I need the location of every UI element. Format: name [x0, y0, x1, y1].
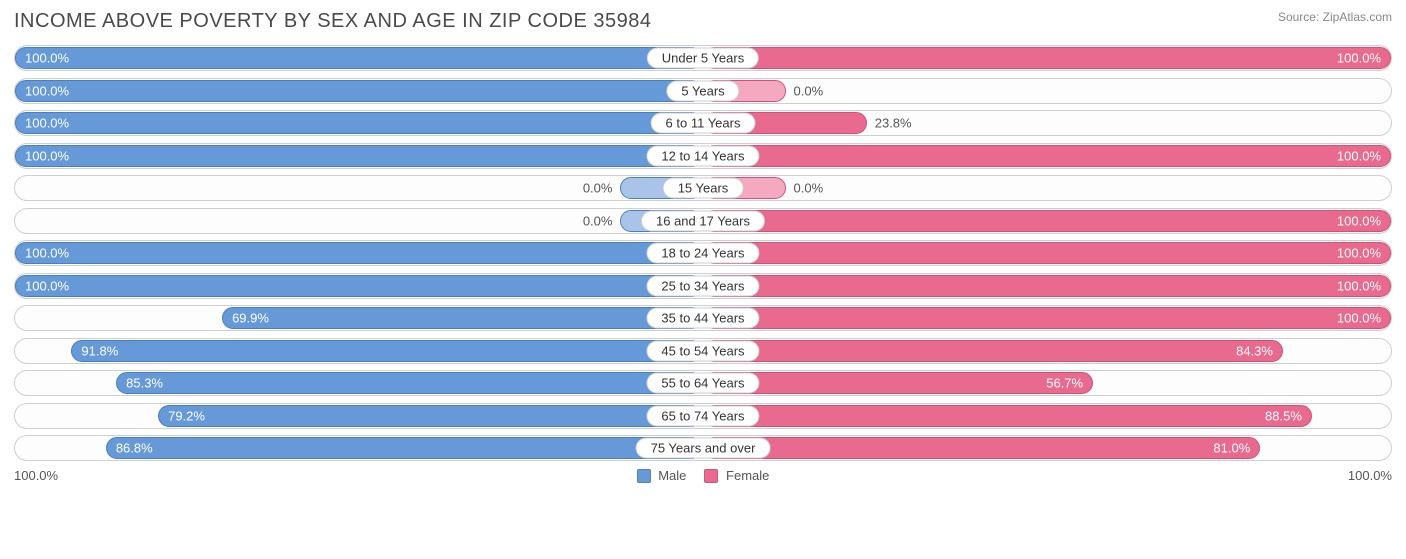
- chart-row: 100.0% 0.0% 5 Years: [14, 78, 1392, 104]
- category-label: 15 Years: [663, 178, 744, 199]
- legend-male-label: Male: [658, 468, 686, 483]
- male-bar: [116, 372, 703, 394]
- male-value: 100.0%: [25, 51, 69, 66]
- chart-row: 0.0% 0.0% 15 Years: [14, 175, 1392, 201]
- male-value: 85.3%: [126, 376, 163, 391]
- category-label: 25 to 34 Years: [646, 275, 759, 296]
- female-bar: [703, 47, 1391, 69]
- male-value: 0.0%: [583, 213, 613, 228]
- female-value: 23.8%: [875, 116, 912, 131]
- chart-footer: 100.0% Male Female 100.0%: [14, 468, 1392, 484]
- chart-row: 100.0% 100.0% 12 to 14 Years: [14, 143, 1392, 169]
- chart-row: 69.9% 100.0% 35 to 44 Years: [14, 305, 1392, 331]
- female-bar: [703, 145, 1391, 167]
- chart-row: 100.0% 100.0% 18 to 24 Years: [14, 240, 1392, 266]
- male-bar: [15, 47, 703, 69]
- chart-row: 85.3% 56.7% 55 to 64 Years: [14, 370, 1392, 396]
- chart-area: 100.0% 100.0% Under 5 Years 100.0% 0.0% 5 Yea…: [14, 45, 1392, 461]
- male-bar: [15, 145, 703, 167]
- male-bar: [106, 437, 703, 459]
- female-value: 0.0%: [794, 181, 824, 196]
- female-value: 100.0%: [1337, 246, 1381, 261]
- female-bar: [703, 437, 1260, 459]
- category-label: 35 to 44 Years: [646, 308, 759, 329]
- female-value: 100.0%: [1337, 311, 1381, 326]
- chart-row: 91.8% 84.3% 45 to 54 Years: [14, 338, 1392, 364]
- legend-female-label: Female: [726, 468, 769, 483]
- male-value: 100.0%: [25, 278, 69, 293]
- category-label: 16 and 17 Years: [641, 210, 765, 231]
- category-label: 65 to 74 Years: [646, 405, 759, 426]
- male-bar: [15, 80, 703, 102]
- male-value: 79.2%: [168, 408, 205, 423]
- male-value: 100.0%: [25, 246, 69, 261]
- male-value: 86.8%: [116, 441, 153, 456]
- category-label: 12 to 14 Years: [646, 145, 759, 166]
- axis-right-label: 100.0%: [1348, 468, 1392, 483]
- male-value: 100.0%: [25, 116, 69, 131]
- male-swatch-icon: [637, 469, 651, 483]
- chart-source: Source: ZipAtlas.com: [1278, 10, 1392, 24]
- female-bar: [703, 275, 1391, 297]
- female-bar: [703, 210, 1391, 232]
- female-value: 56.7%: [1046, 376, 1083, 391]
- category-label: Under 5 Years: [647, 48, 759, 69]
- category-label: 5 Years: [666, 80, 739, 101]
- legend-male: Male: [637, 468, 687, 484]
- female-value: 100.0%: [1337, 51, 1381, 66]
- category-label: 45 to 54 Years: [646, 340, 759, 361]
- legend-female: Female: [704, 468, 769, 484]
- male-bar: [15, 242, 703, 264]
- female-swatch-icon: [704, 469, 718, 483]
- category-label: 6 to 11 Years: [651, 113, 756, 134]
- male-bar: [15, 275, 703, 297]
- female-value: 100.0%: [1337, 213, 1381, 228]
- female-bar: [703, 372, 1093, 394]
- category-label: 75 Years and over: [636, 438, 771, 459]
- axis-left-label: 100.0%: [14, 468, 58, 483]
- female-bar: [703, 242, 1391, 264]
- male-bar: [158, 405, 703, 427]
- female-value: 100.0%: [1337, 148, 1381, 163]
- female-value: 81.0%: [1213, 441, 1250, 456]
- female-value: 88.5%: [1265, 408, 1302, 423]
- male-bar: [71, 340, 703, 362]
- male-value: 91.8%: [81, 343, 118, 358]
- chart-header: INCOME ABOVE POVERTY BY SEX AND AGE IN Z…: [14, 10, 1392, 33]
- female-bar: [703, 307, 1391, 329]
- chart-row: 100.0% 23.8% 6 to 11 Years: [14, 110, 1392, 136]
- female-bar: [703, 405, 1312, 427]
- male-bar: [222, 307, 703, 329]
- female-value: 0.0%: [794, 83, 824, 98]
- female-value: 100.0%: [1337, 278, 1381, 293]
- male-bar: [15, 112, 703, 134]
- chart-title: INCOME ABOVE POVERTY BY SEX AND AGE IN Z…: [14, 10, 651, 33]
- male-value: 0.0%: [583, 181, 613, 196]
- category-label: 18 to 24 Years: [646, 243, 759, 264]
- chart-row: 0.0% 100.0% 16 and 17 Years: [14, 208, 1392, 234]
- chart-row: 100.0% 100.0% 25 to 34 Years: [14, 273, 1392, 299]
- legend: Male Female: [637, 468, 770, 484]
- male-value: 69.9%: [232, 311, 269, 326]
- female-bar: [703, 340, 1283, 362]
- chart-row: 86.8% 81.0% 75 Years and over: [14, 435, 1392, 461]
- female-value: 84.3%: [1236, 343, 1273, 358]
- chart-row: 100.0% 100.0% Under 5 Years: [14, 45, 1392, 71]
- category-label: 55 to 64 Years: [646, 373, 759, 394]
- male-value: 100.0%: [25, 148, 69, 163]
- male-value: 100.0%: [25, 83, 69, 98]
- chart-row: 79.2% 88.5% 65 to 74 Years: [14, 403, 1392, 429]
